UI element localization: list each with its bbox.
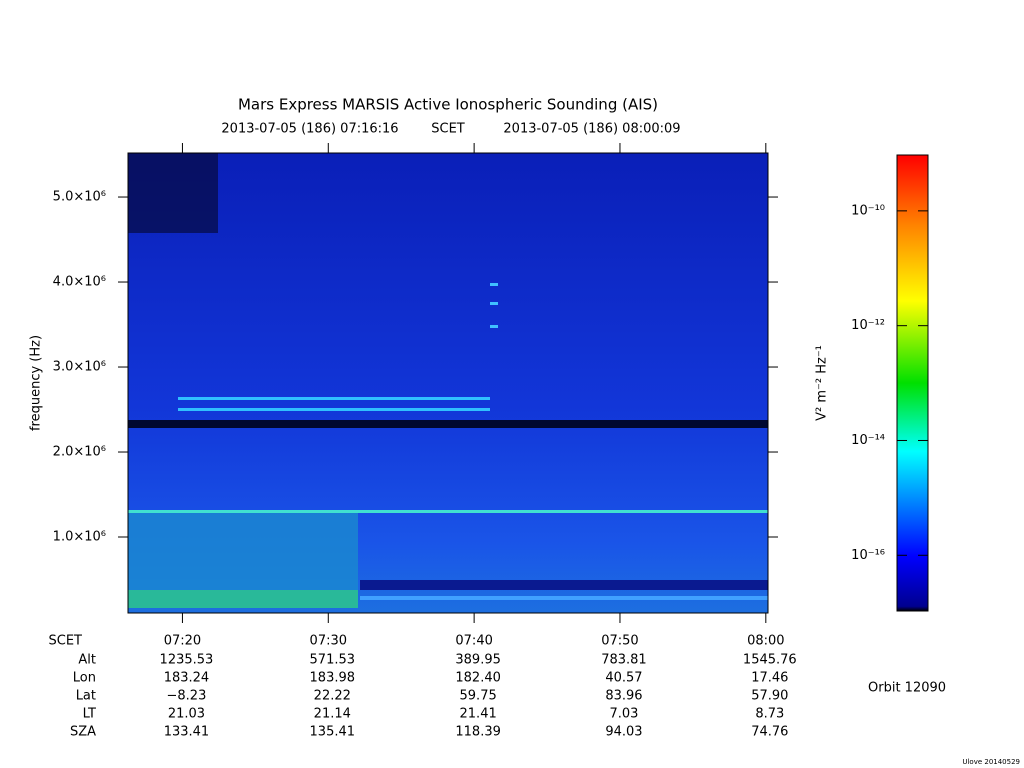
ephemeris-value: 135.41 xyxy=(310,725,356,740)
ephemeris-value: 183.24 xyxy=(164,671,210,686)
ephemeris-value: 1235.53 xyxy=(160,653,214,668)
ephemeris-value: 133.41 xyxy=(164,725,210,740)
ephemeris-label: SZA xyxy=(70,725,96,740)
ephemeris-value: −8.23 xyxy=(167,689,207,704)
x-tick-label: 07:50 xyxy=(601,634,638,649)
plot-frame xyxy=(127,152,769,614)
ephemeris-value: 40.57 xyxy=(605,671,642,686)
y-tick-label: 4.0×10⁶ xyxy=(53,275,106,290)
chart-title: Mars Express MARSIS Active Ionospheric S… xyxy=(238,96,658,114)
ephemeris-value: 21.14 xyxy=(314,707,351,722)
footer: Ulove 20140529 xyxy=(962,758,1020,766)
ephemeris-value: 21.41 xyxy=(460,707,497,722)
ephemeris-label: Lat xyxy=(76,689,96,704)
ephemeris-value: 57.90 xyxy=(751,689,788,704)
time-end: 2013-07-05 (186) 08:00:09 xyxy=(503,122,680,137)
ephemeris-value: 7.03 xyxy=(609,707,638,722)
y-tick-label: 1.0×10⁶ xyxy=(53,530,106,545)
x-tick-label: 08:00 xyxy=(747,634,784,649)
ephemeris-value: 17.46 xyxy=(751,671,788,686)
y-tick-label: 3.0×10⁶ xyxy=(53,360,106,375)
colorbar-tick-label: 10⁻¹⁶ xyxy=(851,548,885,563)
ephemeris-value: 783.81 xyxy=(601,653,647,668)
colorbar-label: V² m⁻² Hz⁻¹ xyxy=(815,345,830,421)
ephemeris-label: Alt xyxy=(78,653,96,668)
ephemeris-label: LT xyxy=(83,707,96,722)
ephemeris-label: Lon xyxy=(73,671,96,686)
ephemeris-value: 571.53 xyxy=(310,653,356,668)
spectrogram-image xyxy=(128,153,768,613)
ephemeris-value: 118.39 xyxy=(455,725,501,740)
time-label: SCET xyxy=(431,122,465,137)
ephemeris-value: 1545.76 xyxy=(743,653,797,668)
ephemeris-value: 21.03 xyxy=(168,707,205,722)
ephemeris-value: 389.95 xyxy=(455,653,501,668)
ephemeris-value: 83.96 xyxy=(605,689,642,704)
ephemeris-value: 94.03 xyxy=(605,725,642,740)
y-axis-label: frequency (Hz) xyxy=(29,335,44,431)
x-tick-label: 07:20 xyxy=(164,634,201,649)
colorbar-tick-label: 10⁻¹⁰ xyxy=(851,203,885,218)
orbit: Orbit 12090 xyxy=(868,681,946,696)
ephemeris-value: 183.98 xyxy=(310,671,356,686)
ephemeris-value: 74.76 xyxy=(751,725,788,740)
colorbar-tick-label: 10⁻¹⁴ xyxy=(851,433,885,448)
ephemeris-value: 59.75 xyxy=(460,689,497,704)
ephemeris-value: 8.73 xyxy=(755,707,784,722)
y-tick-label: 5.0×10⁶ xyxy=(53,190,106,205)
x-tick-label: 07:30 xyxy=(310,634,347,649)
x-axis-label: SCET xyxy=(49,634,83,649)
colorbar-tick-label: 10⁻¹² xyxy=(851,318,885,333)
colorbar xyxy=(896,154,929,612)
time-start: 2013-07-05 (186) 07:16:16 xyxy=(221,122,398,137)
ephemeris-value: 22.22 xyxy=(314,689,351,704)
ephemeris-value: 182.40 xyxy=(455,671,501,686)
y-tick-label: 2.0×10⁶ xyxy=(53,445,106,460)
x-tick-label: 07:40 xyxy=(455,634,492,649)
